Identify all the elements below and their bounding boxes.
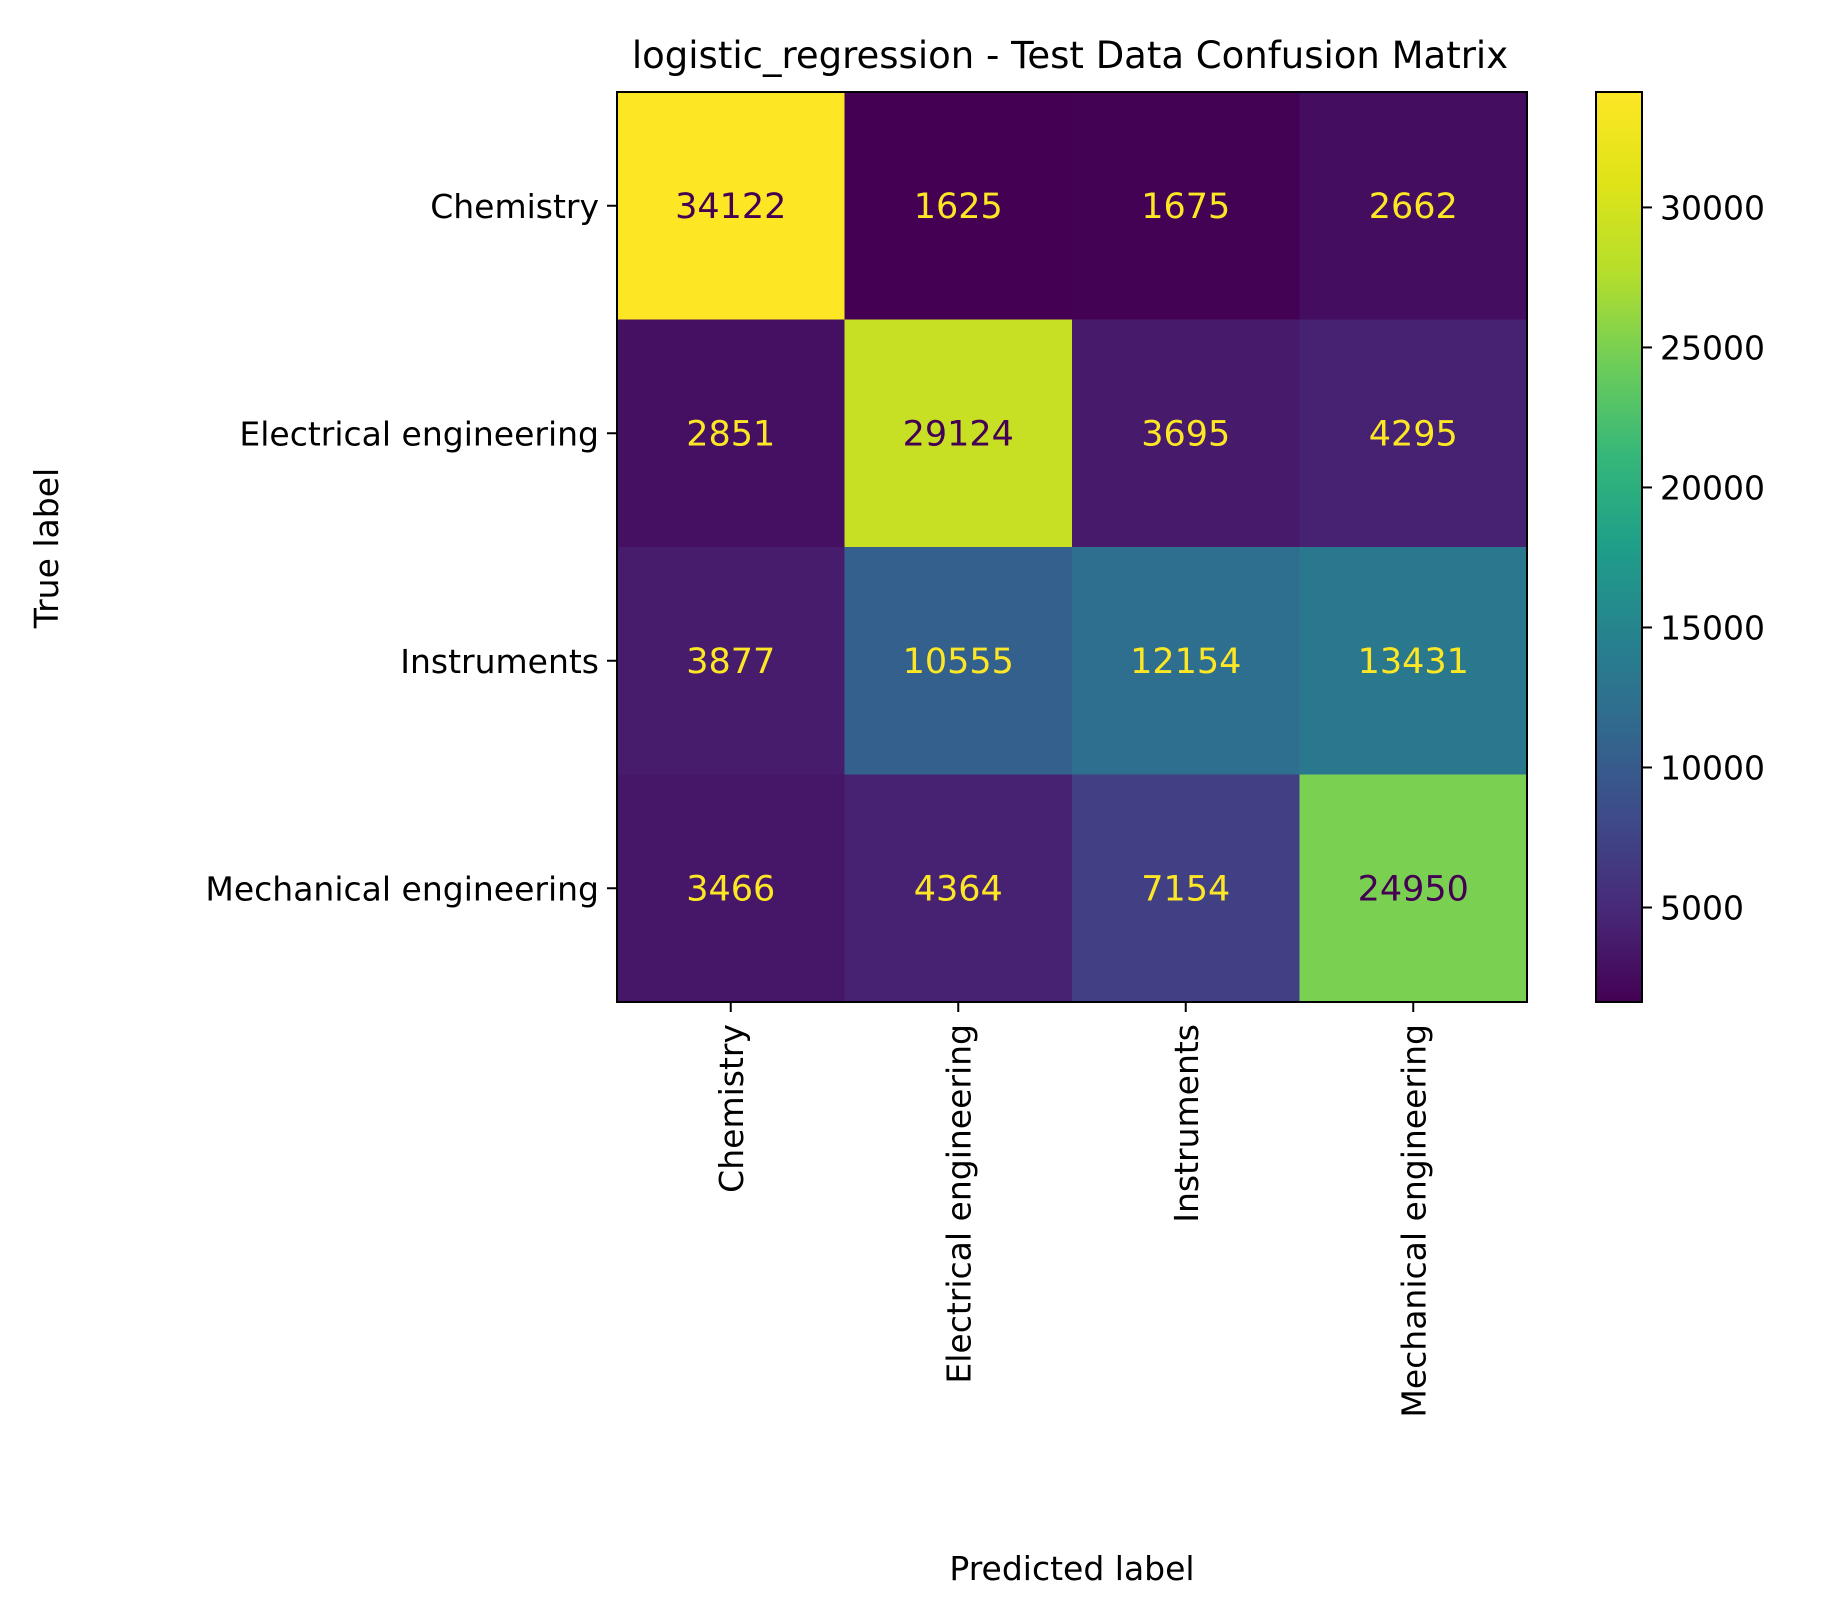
- y-axis-ticks: Chemistry Electrical engineering Instrumen…: [205, 187, 617, 909]
- cell-value-r2-c0: 3877: [686, 642, 775, 682]
- cell-value-r3-c3: 24950: [1358, 869, 1469, 909]
- colorbar-ticks: 5000 10000 15000 20000 25000 30000: [1642, 188, 1765, 927]
- y-tick-label-3: Mechanical engineering: [205, 869, 599, 908]
- x-tick-label-1: Electrical engineering: [939, 1024, 978, 1384]
- cell-value-r0-c0: 34122: [675, 187, 786, 227]
- colorbar-tick-label-0: 5000: [1660, 888, 1744, 927]
- x-axis-label: Predicted label: [949, 1549, 1194, 1588]
- colorbar: [1596, 92, 1642, 1002]
- cell-value-r0-c1: 1625: [914, 187, 1003, 227]
- cell-value-r2-c3: 13431: [1358, 642, 1469, 682]
- colorbar-tick-label-4: 25000: [1660, 328, 1765, 367]
- cell-value-r0-c3: 2662: [1369, 187, 1458, 227]
- cell-value-r3-c1: 4364: [914, 869, 1003, 909]
- cell-value-r2-c2: 12154: [1130, 642, 1241, 682]
- colorbar-tick-label-3: 20000: [1660, 468, 1765, 507]
- cell-value-r1-c2: 3695: [1141, 414, 1230, 454]
- y-tick-label-2: Instruments: [400, 642, 599, 681]
- cell-value-r1-c1: 29124: [903, 414, 1014, 454]
- cell-value-r0-c2: 1675: [1141, 187, 1230, 227]
- cell-value-r3-c0: 3466: [686, 869, 775, 909]
- y-tick-label-1: Electrical engineering: [239, 414, 599, 453]
- colorbar-tick-label-2: 15000: [1660, 608, 1765, 647]
- cell-value-r1-c3: 4295: [1369, 414, 1458, 454]
- y-axis-label: True label: [27, 468, 66, 629]
- x-tick-label-2: Instruments: [1167, 1024, 1206, 1223]
- x-tick-label-3: Mechanical engineering: [1394, 1024, 1433, 1418]
- colorbar-tick-label-1: 10000: [1660, 748, 1765, 787]
- cell-value-r3-c2: 7154: [1141, 869, 1230, 909]
- chart-title: logistic_regression - Test Data Confusio…: [632, 34, 1508, 77]
- colorbar-tick-label-5: 30000: [1660, 188, 1765, 227]
- heatmap-cells: [617, 92, 1528, 1003]
- x-tick-label-0: Chemistry: [712, 1024, 751, 1193]
- cell-value-r2-c1: 10555: [903, 642, 1014, 682]
- x-axis-ticks: Chemistry Electrical engineering Instrumen…: [712, 1002, 1434, 1418]
- y-tick-label-0: Chemistry: [430, 187, 599, 226]
- cell-value-r1-c0: 2851: [686, 414, 775, 454]
